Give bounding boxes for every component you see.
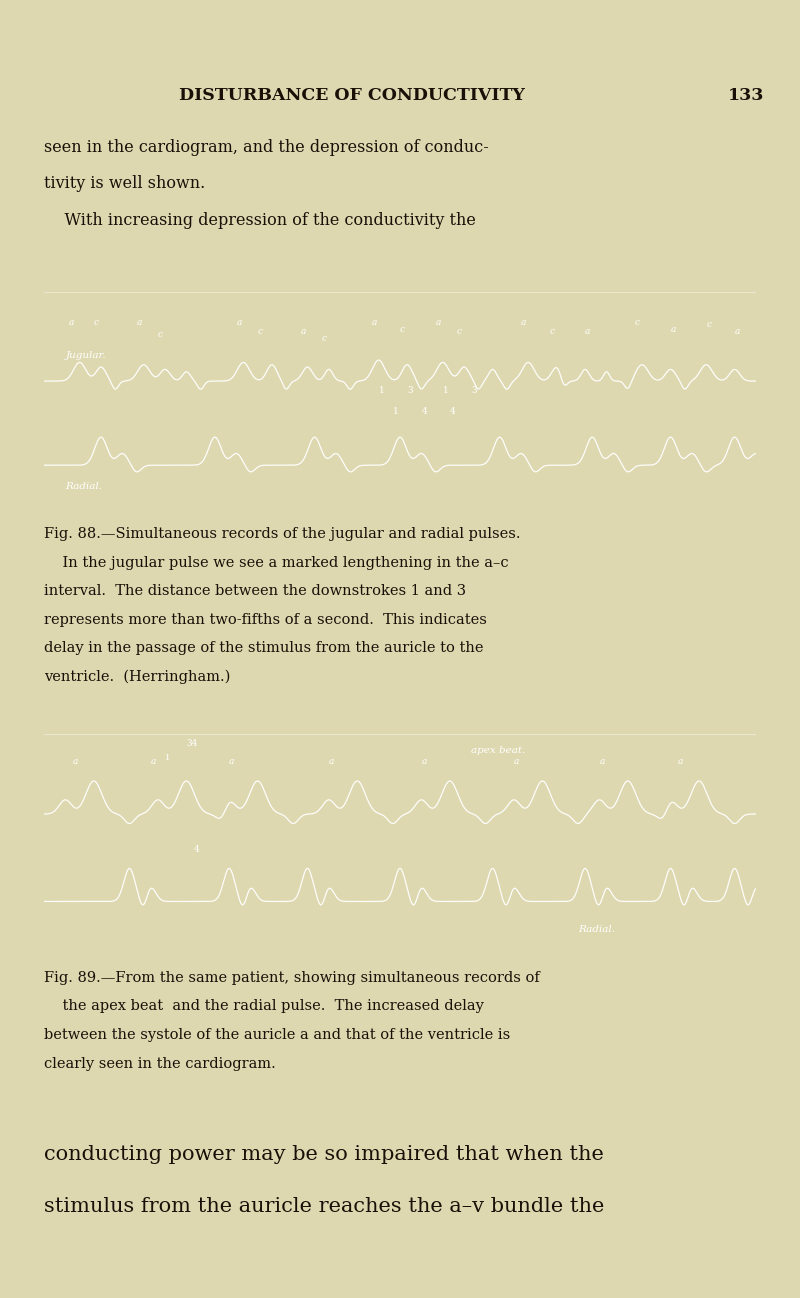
Text: a: a xyxy=(371,318,377,327)
Text: DISTURBANCE OF CONDUCTIVITY: DISTURBANCE OF CONDUCTIVITY xyxy=(179,87,525,104)
Text: a: a xyxy=(329,758,334,766)
Text: a: a xyxy=(436,318,441,327)
Text: a: a xyxy=(236,318,242,327)
Text: c: c xyxy=(322,335,326,344)
Text: ventricle.  (Herringham.): ventricle. (Herringham.) xyxy=(44,670,230,684)
Text: Fig. 88.—Simultaneous records of the jugular and radial pulses.: Fig. 88.—Simultaneous records of the jug… xyxy=(44,527,521,541)
Text: c: c xyxy=(94,318,99,327)
Text: c: c xyxy=(400,324,405,334)
Text: 4: 4 xyxy=(450,406,455,415)
Text: a: a xyxy=(69,318,74,327)
Text: Radial.: Radial. xyxy=(578,925,615,935)
Text: c: c xyxy=(258,327,262,336)
Text: With increasing depression of the conductivity the: With increasing depression of the conduc… xyxy=(44,212,476,228)
Text: 1: 1 xyxy=(393,406,398,415)
Text: Fig. 89.—From the same patient, showing simultaneous records of: Fig. 89.—From the same patient, showing … xyxy=(44,971,540,985)
Text: 1: 1 xyxy=(165,754,170,762)
Text: a: a xyxy=(678,758,683,766)
Text: a: a xyxy=(521,318,526,327)
Text: 34: 34 xyxy=(186,739,198,748)
Text: 4: 4 xyxy=(422,406,427,415)
Text: a: a xyxy=(585,327,590,336)
Text: 3: 3 xyxy=(471,386,477,395)
Text: stimulus from the auricle reaches the a–v bundle the: stimulus from the auricle reaches the a–… xyxy=(44,1197,604,1216)
Text: a: a xyxy=(670,324,676,334)
Text: Jugular.: Jugular. xyxy=(66,350,106,360)
Text: clearly seen in the cardiogram.: clearly seen in the cardiogram. xyxy=(44,1057,276,1071)
Text: the apex beat  and the radial pulse.  The increased delay: the apex beat and the radial pulse. The … xyxy=(44,999,484,1014)
Text: 1: 1 xyxy=(378,386,384,395)
Text: 1: 1 xyxy=(442,386,449,395)
Text: a: a xyxy=(300,327,306,336)
Text: In the jugular pulse we see a marked lengthening in the a–c: In the jugular pulse we see a marked len… xyxy=(44,556,509,570)
Text: represents more than two-fifths of a second.  This indicates: represents more than two-fifths of a sec… xyxy=(44,613,487,627)
Text: 133: 133 xyxy=(728,87,764,104)
Text: Radial.: Radial. xyxy=(66,482,102,491)
Text: c: c xyxy=(706,321,711,330)
Text: a: a xyxy=(422,758,426,766)
Text: c: c xyxy=(635,318,640,327)
Text: between the systole of the auricle a and that of the ventricle is: between the systole of the auricle a and… xyxy=(44,1028,510,1042)
Text: a: a xyxy=(229,758,234,766)
Text: delay in the passage of the stimulus from the auricle to the: delay in the passage of the stimulus fro… xyxy=(44,641,483,655)
Text: a: a xyxy=(151,758,156,766)
Text: a: a xyxy=(599,758,605,766)
Text: 4: 4 xyxy=(194,845,199,854)
Text: conducting power may be so impaired that when the: conducting power may be so impaired that… xyxy=(44,1145,604,1164)
Text: a: a xyxy=(734,327,740,336)
Text: apex beat.: apex beat. xyxy=(471,745,526,754)
Text: a: a xyxy=(73,758,78,766)
Text: seen in the cardiogram, and the depression of conduc-: seen in the cardiogram, and the depressi… xyxy=(44,139,489,156)
Text: 3: 3 xyxy=(407,386,413,395)
Text: a: a xyxy=(137,318,142,327)
Text: c: c xyxy=(158,330,163,339)
Text: interval.  The distance between the downstrokes 1 and 3: interval. The distance between the downs… xyxy=(44,584,466,598)
Text: a: a xyxy=(514,758,519,766)
Text: c: c xyxy=(550,327,554,336)
Text: tivity is well shown.: tivity is well shown. xyxy=(44,175,206,192)
Text: c: c xyxy=(457,327,462,336)
